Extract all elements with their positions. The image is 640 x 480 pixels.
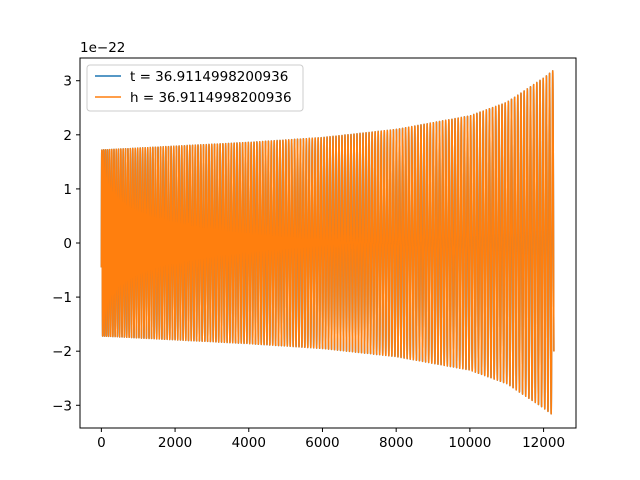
x-tick-label-4: 8000 [379,435,413,451]
y-tick-label-5: −2 [52,344,72,360]
x-tick-label-6: 12000 [522,435,565,451]
x-tick-label-5: 10000 [448,435,491,451]
y-tick-label-3: 0 [63,236,72,252]
legend-label-t: t = 36.9114998200936 [130,69,288,85]
y-tick-label-6: −3 [52,398,72,414]
legend: t = 36.9114998200936 h = 36.911499820093… [86,64,304,112]
y-tick-label-4: −1 [52,290,72,306]
x-axis: 0 2000 4000 6000 8000 10000 12000 [97,428,565,451]
x-tick-label-3: 6000 [305,435,339,451]
series-layer [100,70,555,415]
legend-box [86,64,304,112]
x-tick-label-2: 4000 [232,435,266,451]
y-offset-text: 1e−22 [80,40,125,56]
series-line-1 [100,70,555,415]
x-tick-label-1: 2000 [158,435,192,451]
y-tick-label-0: 3 [63,74,72,90]
y-tick-label-2: 1 [63,182,72,198]
y-axis: 3 2 1 0 −1 −2 −3 [52,74,80,414]
y-tick-label-1: 2 [63,128,72,144]
x-tick-label-0: 0 [97,435,106,451]
legend-label-h: h = 36.9114998200936 [130,90,292,106]
